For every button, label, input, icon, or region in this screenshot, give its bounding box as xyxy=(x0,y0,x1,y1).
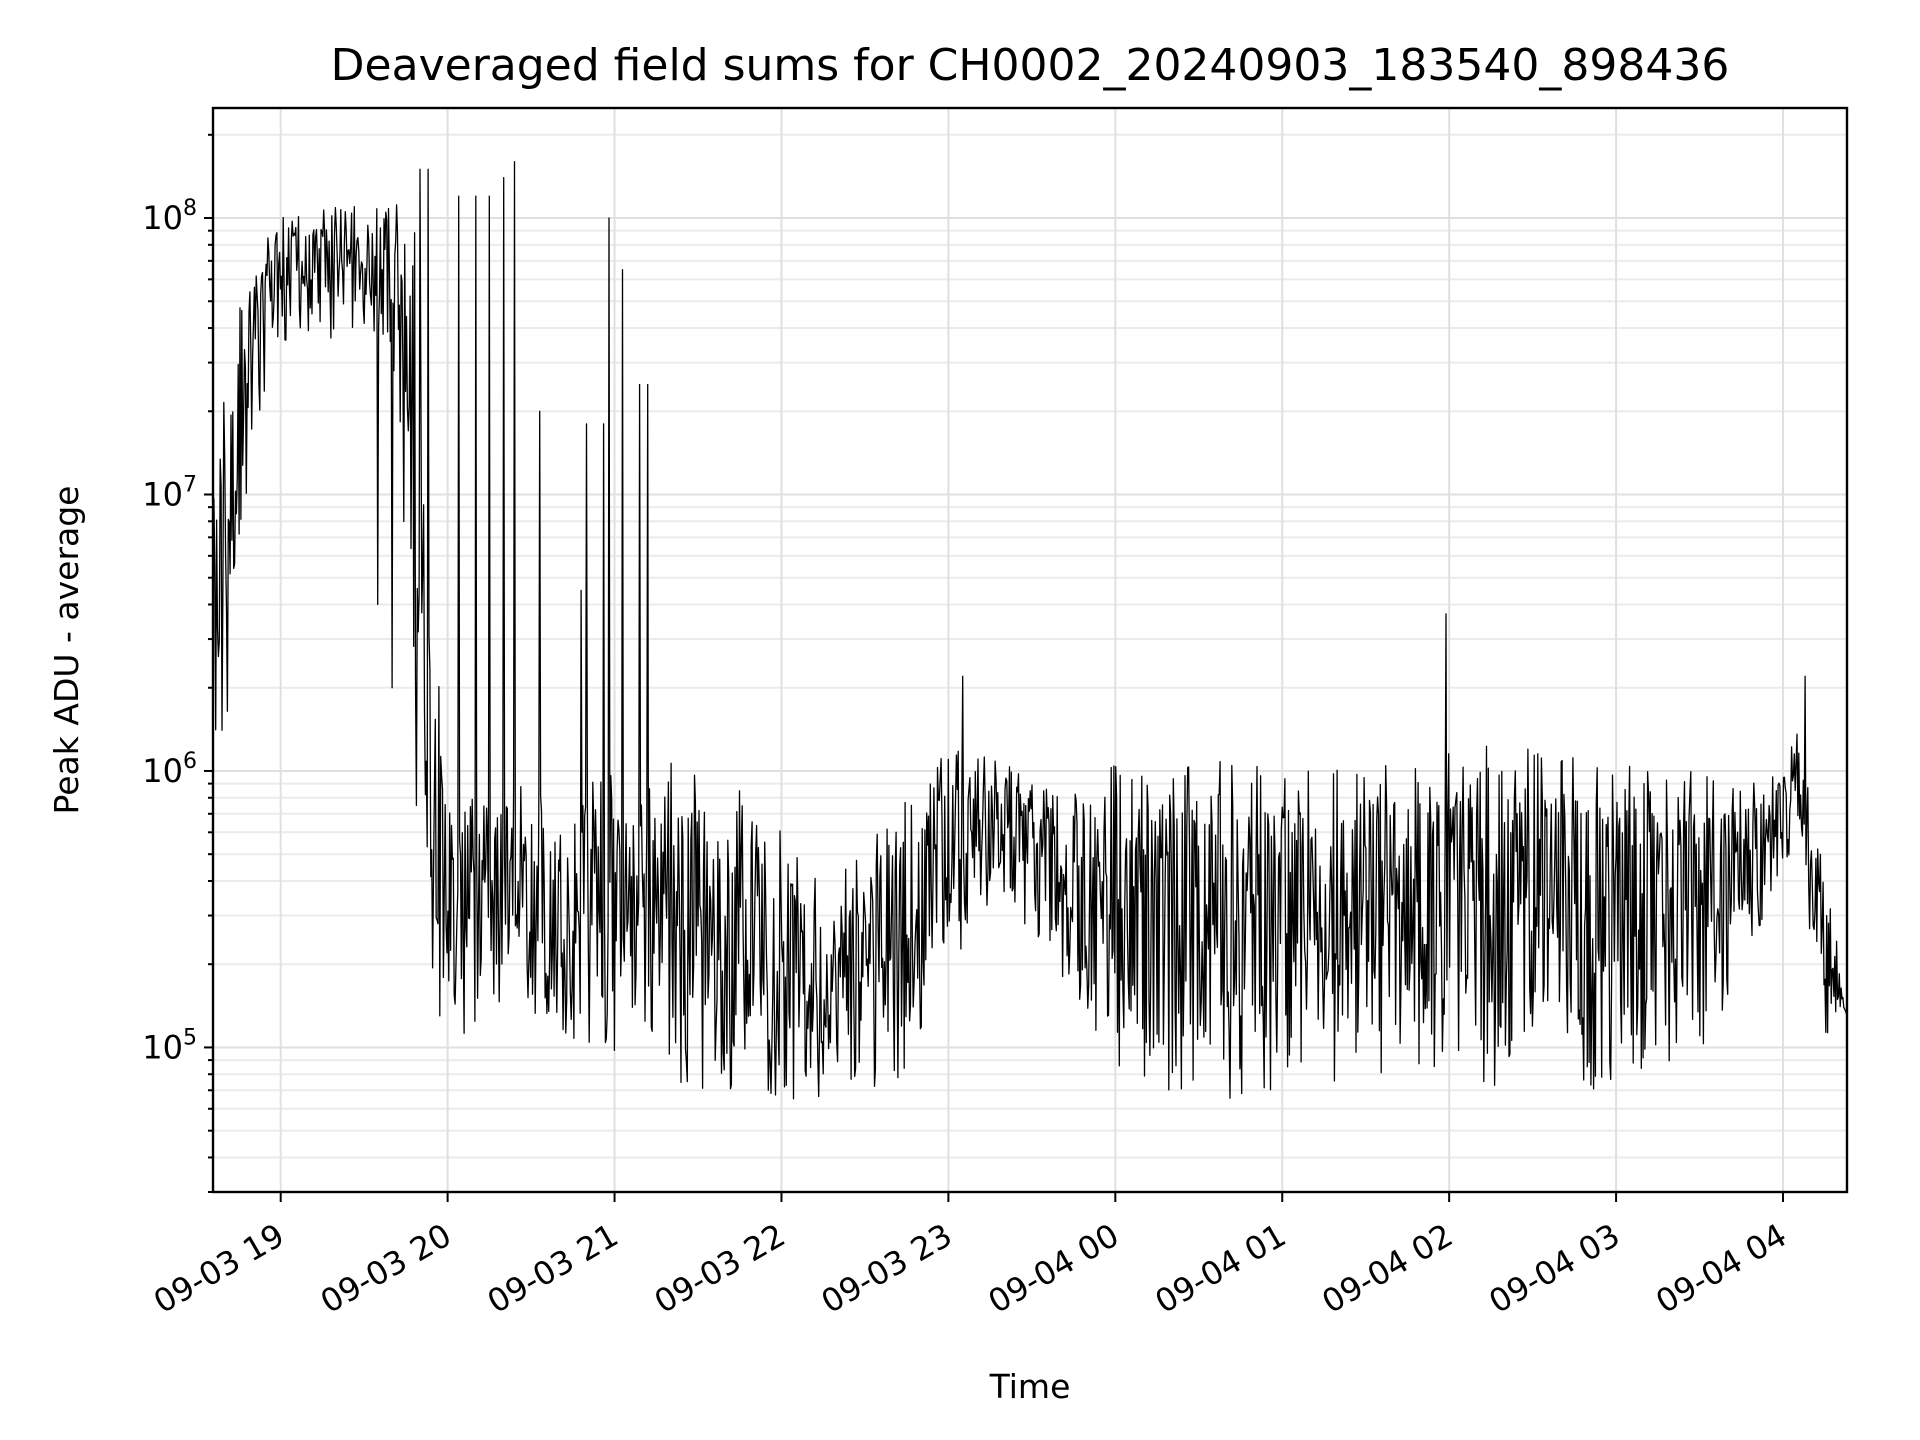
series-line xyxy=(212,160,1848,1100)
y-axis-label: Peak ADU - average xyxy=(47,486,86,815)
y-tick-label: 108 xyxy=(142,196,197,237)
y-tick-label: 105 xyxy=(142,1025,197,1066)
y-tick-labels: 105 106 107 108 xyxy=(142,196,197,1066)
y-tick-label: 106 xyxy=(142,749,197,790)
chart-title: Deaveraged field sums for CH0002_2024090… xyxy=(331,40,1730,91)
x-axis-label: Time xyxy=(989,1367,1071,1406)
plot-frame xyxy=(211,106,1849,1194)
tick-marks xyxy=(204,133,1785,1202)
data-series xyxy=(212,160,1848,1100)
y-tick-label: 107 xyxy=(142,472,197,513)
